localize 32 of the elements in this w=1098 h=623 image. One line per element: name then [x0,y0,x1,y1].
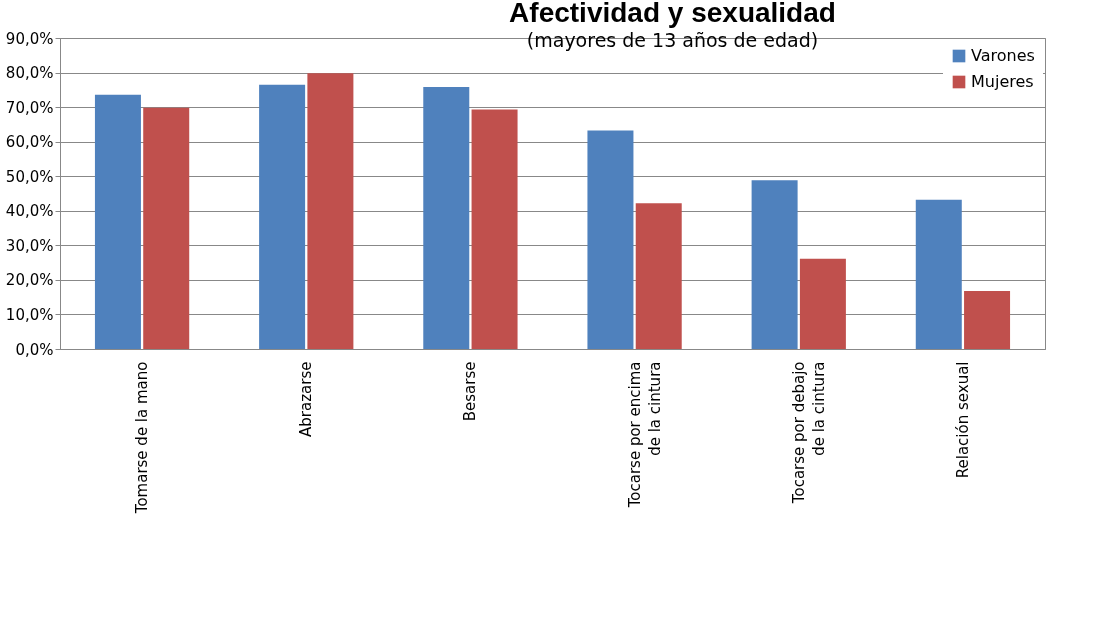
legend-label: Mujeres [971,72,1034,91]
bar [143,107,190,349]
bar [799,258,846,349]
y-tick-label: 40,0% [5,202,54,221]
x-tick-label: Tocarse por debajo de la cintura [789,361,828,505]
chart-subtitle: (mayores de 13 años de edad) [526,29,819,51]
y-tick-label: 0,0% [15,340,54,359]
x-tick-label: Abrazarse [297,361,316,437]
y-tick-label: 10,0% [5,305,54,324]
bar [259,84,306,349]
y-tick-label: 30,0% [5,236,54,255]
bar [587,130,634,349]
y-tick-label: 50,0% [5,167,54,186]
x-tick-label: Tomarse de la mano [133,361,152,515]
bar [471,109,518,349]
bar [751,180,798,349]
x-tick-label: Besarse [461,361,480,422]
chart-title: Afectividad y sexualidad [509,0,836,28]
bar [635,203,682,349]
bar [915,199,962,349]
legend-label: Varones [971,46,1035,65]
y-tick-label: 80,0% [5,64,54,83]
x-tick-label: Tocarse por encima de la cintura [625,361,664,509]
bar [423,87,470,349]
bar [94,94,141,349]
y-tick-label: 90,0% [5,29,54,48]
bar [964,290,1011,349]
y-tick-label: 70,0% [5,98,54,117]
y-tick-label: 20,0% [5,271,54,290]
x-tick-label: Relación sexual [953,361,972,479]
bar [307,73,354,349]
y-tick-label: 60,0% [5,133,54,152]
